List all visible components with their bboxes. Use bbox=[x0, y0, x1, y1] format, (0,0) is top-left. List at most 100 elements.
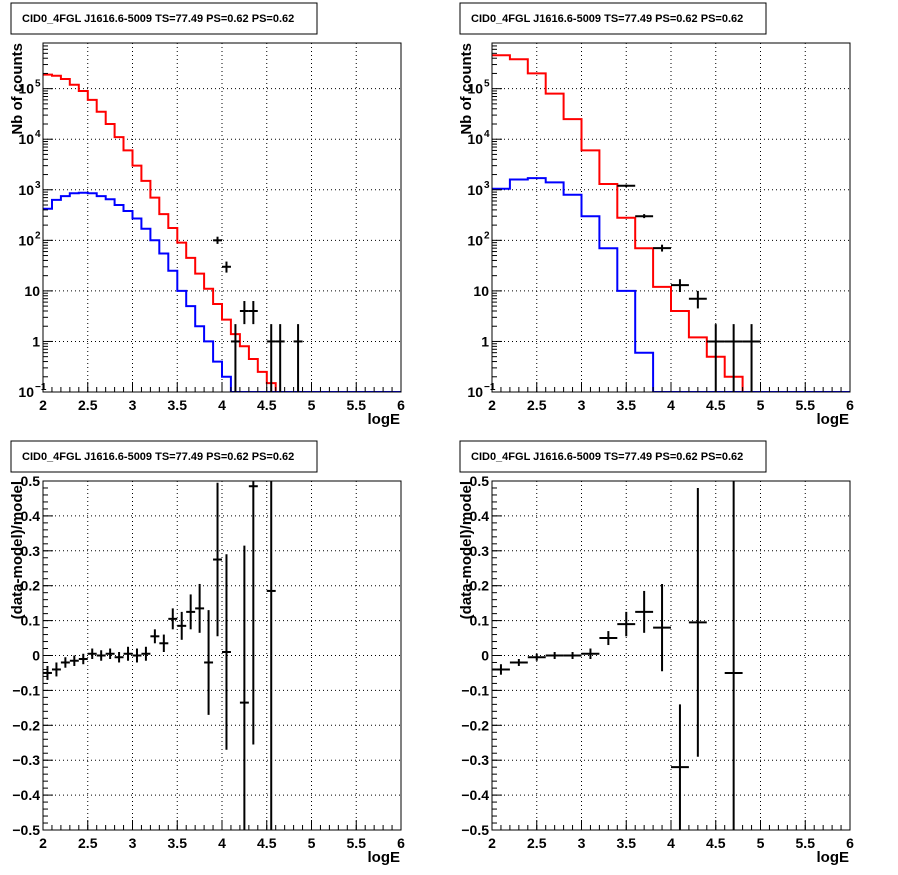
grid bbox=[492, 43, 850, 392]
y-tick-exponent: 3 bbox=[35, 180, 41, 191]
x-tick-label: 3 bbox=[129, 397, 137, 413]
data-point bbox=[688, 487, 707, 757]
y-tick-label: 10 bbox=[18, 232, 34, 248]
x-tick-label: 4 bbox=[667, 397, 675, 413]
data-point bbox=[617, 611, 636, 637]
x-axis-title: logE bbox=[368, 411, 401, 428]
y-tick-label: 0.5 bbox=[470, 473, 490, 489]
x-tick-label: 5 bbox=[757, 835, 765, 851]
plot-area bbox=[492, 481, 743, 830]
x-tick-label: 6 bbox=[846, 397, 854, 413]
y-tick-label: 0.4 bbox=[21, 508, 41, 524]
pad-counts-fine: CID0_4FGL J1616.6-5009 TS=77.49 PS=0.62 … bbox=[9, 2, 405, 428]
y-tick-label: 1 bbox=[481, 333, 489, 349]
x-tick-label: 5 bbox=[757, 397, 765, 413]
data-point bbox=[671, 279, 689, 293]
data-point bbox=[78, 653, 88, 665]
x-tick-label: 2.5 bbox=[527, 397, 547, 413]
y-tick-label: 0.2 bbox=[470, 578, 490, 594]
data-point bbox=[96, 650, 106, 661]
data-point bbox=[114, 652, 124, 663]
y-tick-exponent: 2 bbox=[484, 230, 490, 241]
x-tick-label: 2.5 bbox=[78, 835, 98, 851]
data-point bbox=[742, 324, 761, 392]
y-tick-label: 10 bbox=[24, 283, 40, 299]
data-point bbox=[105, 648, 115, 659]
y-tick-label: 0 bbox=[32, 648, 40, 664]
y-tick-exponent: −1 bbox=[35, 382, 47, 393]
chart-title: CID0_4FGL J1616.6-5009 TS=77.49 PS=0.62 … bbox=[22, 13, 294, 25]
data-point bbox=[266, 481, 276, 830]
grid bbox=[43, 43, 401, 392]
x-tick-label: 4 bbox=[667, 835, 675, 851]
y-tick-exponent: 3 bbox=[484, 180, 490, 191]
x-tick-label: 2 bbox=[488, 397, 496, 413]
x-tick-label: 3.5 bbox=[617, 397, 637, 413]
y-tick-label: 0.1 bbox=[470, 613, 490, 629]
plot-area bbox=[492, 54, 850, 392]
x-tick-label: 2 bbox=[39, 397, 47, 413]
data-point bbox=[132, 648, 142, 663]
y-axis-title: (data-model)/model bbox=[9, 481, 26, 619]
pad-residual-coarse: CID0_4FGL J1616.6-5009 TS=77.49 PS=0.62 … bbox=[458, 440, 854, 866]
x-tick-label: 4.5 bbox=[706, 397, 726, 413]
x-tick-label: 5.5 bbox=[347, 835, 367, 851]
y-tick-label: 10 bbox=[18, 131, 34, 147]
y-tick-label: 10 bbox=[467, 232, 483, 248]
y-tick-label: −0.3 bbox=[12, 752, 40, 768]
data-point bbox=[87, 648, 97, 659]
y-tick-label: 0.3 bbox=[21, 543, 41, 559]
x-tick-label: 2.5 bbox=[527, 835, 547, 851]
data-point bbox=[671, 704, 689, 830]
y-tick-label: −0.5 bbox=[12, 822, 40, 838]
x-tick-label: 2.5 bbox=[78, 397, 98, 413]
y-tick-label: −0.1 bbox=[12, 682, 40, 698]
data-point bbox=[653, 583, 671, 672]
axes: 2 2.5 3 3.5 4 4.5 5 5.5 6 −0.5 −0.4 −0.3 −0.2 −0.1 0 0.… bbox=[461, 473, 854, 851]
data-point bbox=[43, 665, 52, 680]
data-point bbox=[51, 662, 61, 677]
data-point bbox=[581, 648, 600, 659]
y-tick-label: −0.4 bbox=[12, 787, 40, 803]
y-tick-exponent: −1 bbox=[484, 382, 496, 393]
pad-residual-fine: CID0_4FGL J1616.6-5009 TS=77.49 PS=0.62 … bbox=[9, 440, 405, 866]
x-axis-title: logE bbox=[817, 411, 850, 428]
data-point bbox=[159, 634, 169, 653]
y-tick-label: 0.4 bbox=[470, 508, 490, 524]
x-axis-title: logE bbox=[817, 849, 850, 866]
data-point bbox=[527, 653, 546, 661]
data-point bbox=[141, 646, 151, 661]
data-point bbox=[724, 324, 743, 392]
x-tick-label: 3 bbox=[578, 835, 586, 851]
pad-counts-coarse: CID0_4FGL J1616.6-5009 TS=77.49 PS=0.62 … bbox=[458, 2, 854, 428]
title-box bbox=[459, 440, 767, 473]
data-point bbox=[230, 324, 240, 392]
data-point bbox=[150, 629, 160, 644]
total_model-histogram bbox=[43, 73, 401, 392]
x-tick-label: 6 bbox=[846, 835, 854, 851]
y-tick-label: 1 bbox=[32, 333, 40, 349]
title-box bbox=[10, 2, 318, 35]
y-tick-exponent: 5 bbox=[484, 79, 490, 90]
data-point bbox=[724, 481, 743, 830]
data-point bbox=[599, 631, 618, 646]
chart-title: CID0_4FGL J1616.6-5009 TS=77.49 PS=0.62 … bbox=[471, 451, 743, 463]
data-point bbox=[168, 608, 178, 630]
x-tick-label: 3.5 bbox=[168, 835, 188, 851]
x-axis-title: logE bbox=[368, 849, 401, 866]
x-tick-label: 2 bbox=[488, 835, 496, 851]
x-tick-label: 6 bbox=[397, 397, 405, 413]
data-point bbox=[635, 214, 654, 219]
x-tick-label: 4 bbox=[218, 835, 226, 851]
data-point bbox=[563, 652, 582, 659]
x-tick-label: 3.5 bbox=[617, 835, 637, 851]
x-tick-label: 4 bbox=[218, 397, 226, 413]
x-tick-label: 4.5 bbox=[706, 835, 726, 851]
y-axis-title: Nb of counts bbox=[458, 43, 475, 135]
x-tick-label: 5.5 bbox=[347, 397, 367, 413]
x-tick-label: 5.5 bbox=[796, 397, 816, 413]
x-tick-label: 5 bbox=[308, 835, 316, 851]
